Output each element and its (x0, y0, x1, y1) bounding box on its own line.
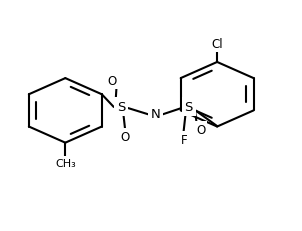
Text: S: S (185, 101, 193, 114)
Text: Cl: Cl (211, 37, 223, 50)
Text: N: N (151, 108, 160, 121)
Text: CH₃: CH₃ (55, 159, 76, 169)
Text: O: O (196, 124, 205, 137)
Text: S: S (117, 101, 125, 114)
Text: F: F (181, 133, 187, 146)
Text: O: O (107, 75, 117, 88)
Text: O: O (121, 130, 130, 143)
